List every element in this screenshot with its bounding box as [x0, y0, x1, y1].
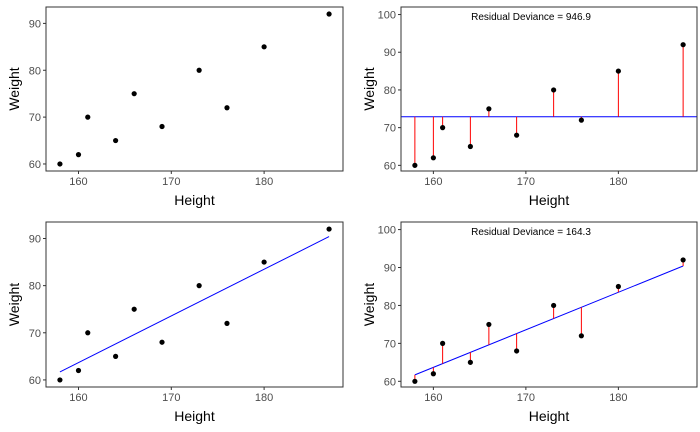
data-point — [75, 367, 82, 374]
y-tick-label: 100 — [378, 225, 396, 237]
fit-line — [59, 236, 330, 373]
panel-border — [45, 221, 344, 388]
data-point — [261, 259, 267, 265]
y-tick-label: 70 — [384, 123, 396, 135]
y-tick-label: 90 — [29, 18, 41, 30]
data-point — [412, 378, 418, 384]
data-point — [326, 11, 332, 17]
fit-line — [414, 265, 684, 376]
data-point — [514, 348, 520, 354]
panel-border — [400, 6, 698, 172]
data-point — [615, 68, 621, 74]
data-point — [430, 371, 436, 377]
x-axis-title: Height — [529, 192, 570, 208]
data-point — [57, 377, 63, 383]
data-point — [224, 105, 230, 111]
y-tick-label: 60 — [29, 159, 41, 171]
data-point — [467, 359, 473, 365]
data-point — [440, 340, 446, 346]
data-point — [467, 143, 473, 150]
y-tick-label: 80 — [384, 300, 396, 312]
data-point — [412, 162, 418, 168]
data-point — [578, 333, 584, 339]
y-tick-label: 70 — [384, 338, 396, 350]
data-point — [113, 137, 119, 144]
x-tick-label: 170 — [517, 176, 535, 188]
data-point — [261, 44, 267, 50]
data-point — [85, 330, 91, 336]
y-tick-label: 70 — [29, 328, 41, 340]
data-point — [85, 114, 91, 120]
y-tick-label: 60 — [384, 160, 396, 172]
data-point — [615, 283, 621, 290]
data-point — [486, 106, 492, 112]
y-axis-title: Weight — [6, 67, 22, 110]
data-point — [113, 353, 119, 359]
x-tick-label: 160 — [69, 392, 87, 404]
y-tick-label: 70 — [29, 112, 41, 124]
data-point — [75, 152, 82, 158]
data-point — [680, 42, 686, 48]
x-tick-label: 180 — [255, 176, 273, 188]
data-point — [326, 226, 332, 232]
x-axis-title: Height — [174, 408, 215, 424]
x-axis-title: Height — [529, 408, 570, 424]
data-point — [514, 132, 520, 138]
x-tick-label: 170 — [162, 176, 180, 188]
data-point — [578, 117, 584, 123]
x-tick-label: 160 — [424, 392, 442, 404]
x-tick-label: 170 — [162, 392, 180, 404]
chart-panel-4: 160 170 180 60 70 80 90 100 Height Weight Residual… — [361, 221, 698, 424]
panel-border — [400, 221, 698, 388]
y-tick-label: 60 — [29, 375, 41, 387]
data-point — [159, 123, 165, 130]
chart-panel-2: 160 170 180 60 70 80 90 100 Height Weight Residual… — [361, 6, 698, 208]
data-point — [159, 339, 165, 345]
y-tick-label: 90 — [29, 234, 41, 246]
panel-border — [45, 6, 344, 172]
y-tick-label: 90 — [384, 263, 396, 275]
x-tick-label: 160 — [69, 176, 87, 188]
y-tick-label: 80 — [29, 281, 41, 293]
data-point — [486, 321, 492, 328]
y-tick-label: 80 — [29, 65, 41, 77]
y-axis-title: Weight — [6, 283, 22, 326]
data-point — [57, 161, 63, 167]
chart-panel-3: 160 170 180 60 70 80 90 Height Weight — [6, 221, 344, 424]
y-tick-label: 100 — [378, 10, 396, 22]
data-point — [680, 257, 686, 263]
x-tick-label: 180 — [255, 392, 273, 404]
residual-deviance-label: Residual Deviance = 164.3 — [471, 227, 591, 238]
data-point — [551, 87, 557, 93]
data-point — [131, 306, 137, 312]
y-tick-label: 90 — [384, 47, 396, 59]
x-axis-title: Height — [174, 192, 215, 208]
data-point — [131, 91, 137, 97]
data-point — [196, 67, 202, 73]
y-axis-title: Weight — [361, 283, 377, 326]
x-tick-label: 160 — [424, 176, 442, 188]
data-point — [440, 125, 446, 131]
x-tick-label: 180 — [609, 176, 627, 188]
residual-deviance-label: Residual Deviance = 946.9 — [471, 12, 591, 23]
x-tick-label: 170 — [517, 392, 535, 404]
y-tick-label: 80 — [384, 85, 396, 97]
chart-panel-1: 160 170 180 60 70 80 90 Height Weight — [6, 6, 344, 208]
data-point — [224, 320, 230, 326]
data-point — [430, 155, 436, 161]
data-point — [196, 283, 202, 289]
y-axis-title: Weight — [361, 67, 377, 110]
data-point — [551, 302, 557, 309]
x-tick-label: 180 — [609, 392, 627, 404]
y-tick-label: 60 — [384, 376, 396, 388]
